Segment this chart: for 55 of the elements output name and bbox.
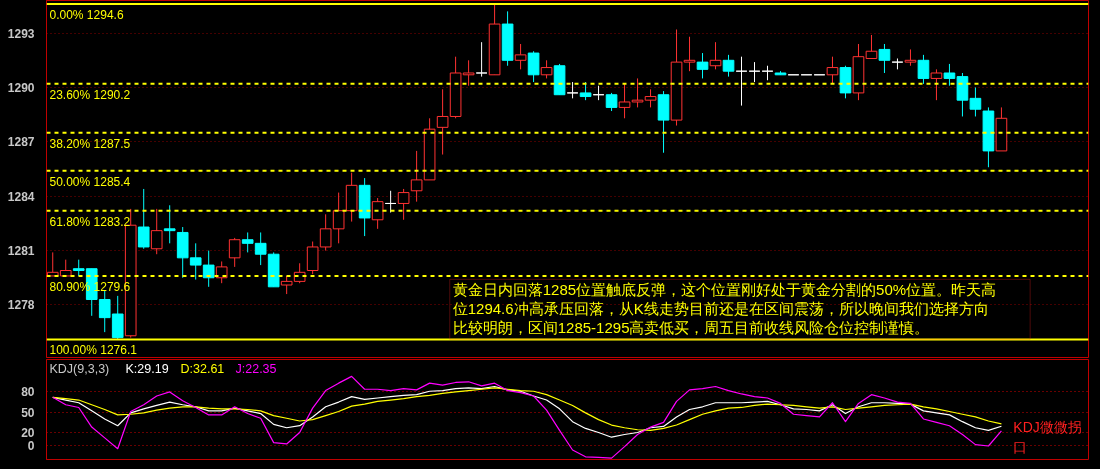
candlestick <box>748 61 761 83</box>
candlestick <box>579 81 592 101</box>
candlestick <box>254 231 267 266</box>
candlestick <box>215 260 228 284</box>
candlestick <box>384 190 397 214</box>
candlestick <box>917 54 930 85</box>
candlestick <box>137 188 150 250</box>
candlestick <box>722 54 735 78</box>
candlestick <box>826 56 839 85</box>
annotation: 比较明朗，区间1285-1295高卖低买，周五目前收线风险仓位控制谨慎。 <box>452 319 930 337</box>
candlestick <box>371 197 384 230</box>
candlestick <box>696 52 709 79</box>
text: KDJ微微拐 <box>1013 418 1082 435</box>
candlestick <box>592 85 605 101</box>
y-tick-label: 50 <box>21 405 35 420</box>
y-tick-label: 20 <box>21 425 35 440</box>
candlestick <box>475 41 488 78</box>
annotation: 黄金日内回落1285位置触底反弹，这个位置刚好处于黄金分割的50%位置。昨天高 <box>452 281 997 299</box>
line-series <box>52 387 1003 432</box>
ref-line-label: 100.00% 1276.1 <box>49 343 138 358</box>
candlestick <box>878 43 891 74</box>
y-tick-label: 80 <box>21 385 35 400</box>
candlestick <box>397 188 410 221</box>
ref-line-label: 38.20% 1287.5 <box>49 136 131 151</box>
line-series <box>52 375 1003 459</box>
ref-line-label: 0.00% 1294.6 <box>49 8 124 23</box>
candlestick <box>930 68 943 101</box>
candlestick <box>735 56 748 107</box>
text: J:22.35 <box>235 361 277 376</box>
text: 口 <box>1013 438 1028 455</box>
candlestick <box>605 92 618 112</box>
candlestick <box>514 43 527 70</box>
y-tick-label: 1284 <box>7 189 35 204</box>
candlestick <box>527 50 540 83</box>
ref-line-label: 50.00% 1285.4 <box>49 174 131 189</box>
y-tick-label: 1287 <box>7 135 35 150</box>
text: D:32.61 <box>180 361 225 376</box>
annotation: 位1294.6冲高承压回落，从K线走势目前还是在区间震荡，所以晚间我们选择方向 <box>452 300 989 318</box>
chart-title: KDJ(9,3,3) <box>49 361 110 376</box>
candlestick <box>150 208 163 255</box>
text: K:29.19 <box>125 361 169 376</box>
y-tick-label: 1278 <box>7 298 35 313</box>
candlestick <box>709 41 722 70</box>
ref-line-label: 23.60% 1290.2 <box>49 87 131 102</box>
candlestick <box>332 192 345 244</box>
y-tick-label: 1290 <box>7 80 35 95</box>
ref-line-label: 61.80% 1283.2 <box>49 214 131 229</box>
y-tick-label: 1281 <box>7 244 35 259</box>
y-tick-label: 0 <box>27 439 35 454</box>
y-tick-label: 1293 <box>7 26 35 41</box>
candlestick <box>163 204 176 244</box>
candlestick <box>540 59 553 79</box>
candlestick <box>761 65 774 81</box>
candlestick <box>241 231 254 253</box>
candlestick <box>228 237 241 268</box>
